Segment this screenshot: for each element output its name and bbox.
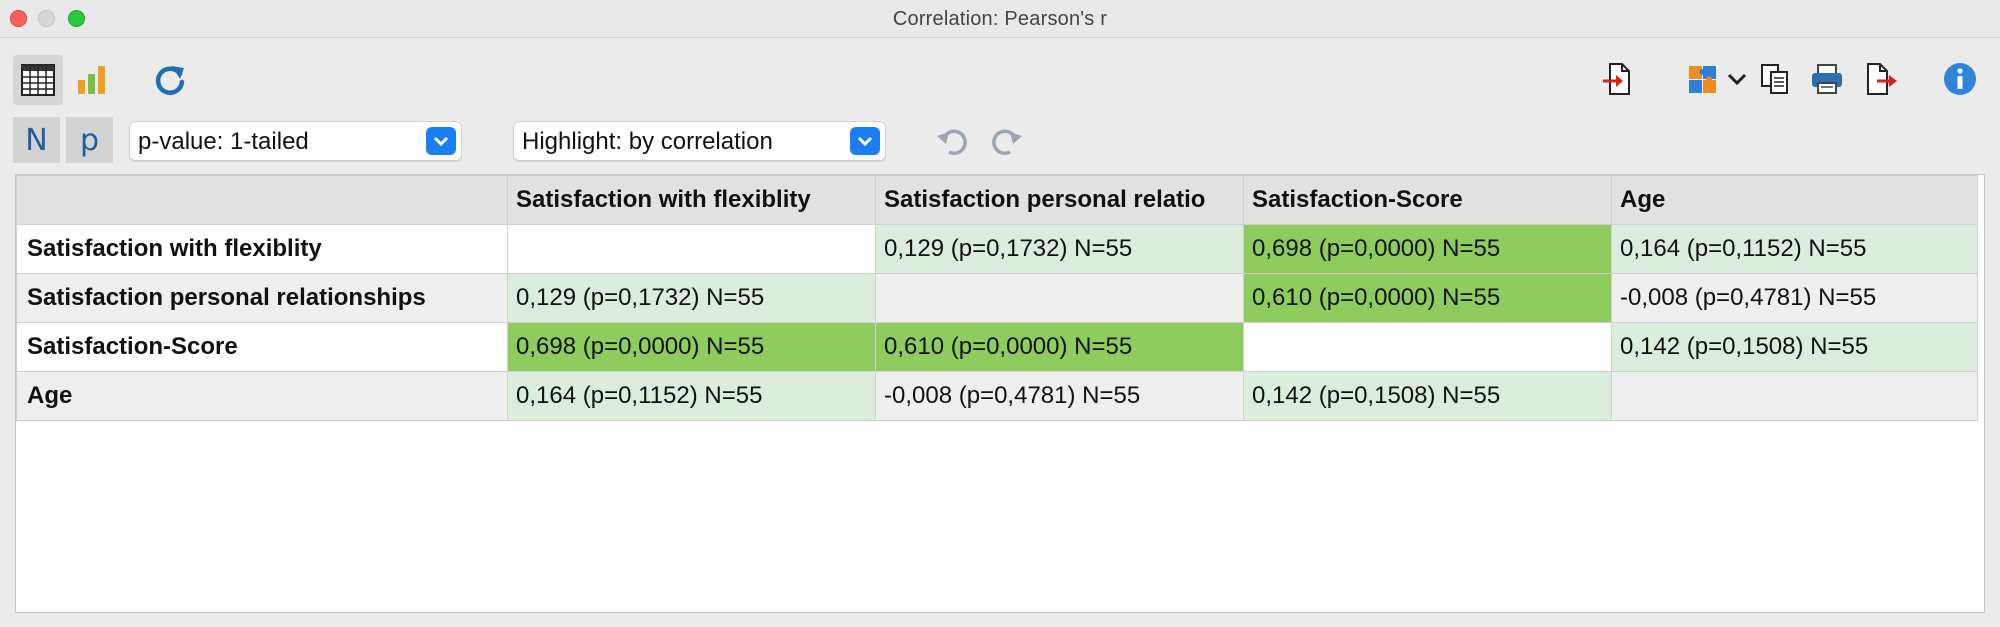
correlation-table: Satisfaction with flexiblity Satisfactio…	[16, 175, 1978, 421]
row-header[interactable]: Satisfaction-Score	[16, 322, 508, 372]
redo-icon	[992, 129, 1022, 156]
title-bar: Correlation: Pearson's r	[0, 0, 2000, 38]
table-cell[interactable]: 0,129 (p=0,1732) N=55	[507, 273, 876, 323]
table-view-button[interactable]	[13, 55, 63, 105]
import-button[interactable]	[1593, 55, 1641, 103]
show-p-toggle[interactable]: p	[66, 117, 113, 163]
redo-button[interactable]	[990, 124, 1024, 158]
correlation-table-container: Satisfaction with flexiblity Satisfactio…	[15, 174, 1985, 613]
table-cell[interactable]	[1243, 322, 1612, 372]
info-icon	[1944, 63, 1976, 95]
chevron-down-icon	[850, 127, 880, 155]
table-cell[interactable]: 0,142 (p=0,1508) N=55	[1611, 322, 1978, 372]
table-cell[interactable]: 0,610 (p=0,0000) N=55	[1243, 273, 1612, 323]
copy-button[interactable]	[1751, 55, 1799, 103]
table-view-icon	[21, 64, 55, 96]
table-row: Age 0,164 (p=0,1152) N=55 -0,008 (p=0,47…	[16, 371, 1978, 421]
row-header[interactable]: Age	[16, 371, 508, 421]
table-cell[interactable]: 0,129 (p=0,1732) N=55	[875, 224, 1244, 274]
export-icon	[1867, 63, 1897, 95]
minimize-window-button[interactable]	[38, 10, 55, 27]
table-cell[interactable]: 0,142 (p=0,1508) N=55	[1243, 371, 1612, 421]
column-header[interactable]: Satisfaction with flexiblity	[507, 175, 876, 225]
chart-view-button[interactable]	[67, 55, 117, 105]
puzzle-icon	[1689, 66, 1716, 93]
highlight-select-value: Highlight: by correlation	[522, 128, 773, 155]
table-row: Satisfaction personal relationships 0,12…	[16, 273, 1978, 323]
copy-icon	[1761, 64, 1788, 94]
pvalue-select-value: p-value: 1-tailed	[138, 128, 309, 155]
table-row: Satisfaction with flexiblity 0,129 (p=0,…	[16, 224, 1978, 274]
info-button[interactable]	[1936, 55, 1984, 103]
undo-icon	[937, 129, 967, 156]
table-cell[interactable]: 0,164 (p=0,1152) N=55	[507, 371, 876, 421]
table-cell[interactable]: 0,610 (p=0,0000) N=55	[875, 322, 1244, 372]
refresh-button[interactable]	[145, 55, 195, 105]
undo-button[interactable]	[935, 124, 969, 158]
puzzle-menu-button[interactable]	[1683, 55, 1751, 103]
refresh-icon	[155, 66, 185, 95]
import-icon	[1603, 63, 1630, 95]
chart-view-icon	[78, 66, 105, 94]
chevron-down-icon	[426, 127, 456, 155]
column-header[interactable]: Age	[1611, 175, 1978, 225]
close-window-button[interactable]	[10, 10, 27, 27]
row-header[interactable]: Satisfaction personal relationships	[16, 273, 508, 323]
table-cell[interactable]	[507, 224, 876, 274]
column-header[interactable]: Satisfaction personal relatio	[875, 175, 1244, 225]
column-header[interactable]: Satisfaction-Score	[1243, 175, 1612, 225]
table-cell[interactable]	[1611, 371, 1978, 421]
table-cell[interactable]: -0,008 (p=0,4781) N=55	[1611, 273, 1978, 323]
row-header[interactable]: Satisfaction with flexiblity	[16, 224, 508, 274]
table-row: Satisfaction-Score 0,698 (p=0,0000) N=55…	[16, 322, 1978, 372]
chevron-down-icon	[1727, 73, 1747, 86]
corner-cell	[16, 175, 508, 225]
table-cell[interactable]: 0,164 (p=0,1152) N=55	[1611, 224, 1978, 274]
header-row: Satisfaction with flexiblity Satisfactio…	[16, 175, 1978, 225]
print-icon	[1812, 64, 1842, 94]
table-cell[interactable]: -0,008 (p=0,4781) N=55	[875, 371, 1244, 421]
window-title: Correlation: Pearson's r	[892, 8, 1108, 30]
print-button[interactable]	[1802, 55, 1852, 103]
table-cell[interactable]	[875, 273, 1244, 323]
highlight-select[interactable]: Highlight: by correlation	[513, 121, 886, 161]
maximize-window-button[interactable]	[68, 10, 85, 27]
export-button[interactable]	[1858, 55, 1906, 103]
pvalue-select[interactable]: p-value: 1-tailed	[129, 121, 462, 161]
table-cell[interactable]: 0,698 (p=0,0000) N=55	[1243, 224, 1612, 274]
show-n-toggle[interactable]: N	[13, 117, 60, 163]
table-cell[interactable]: 0,698 (p=0,0000) N=55	[507, 322, 876, 372]
